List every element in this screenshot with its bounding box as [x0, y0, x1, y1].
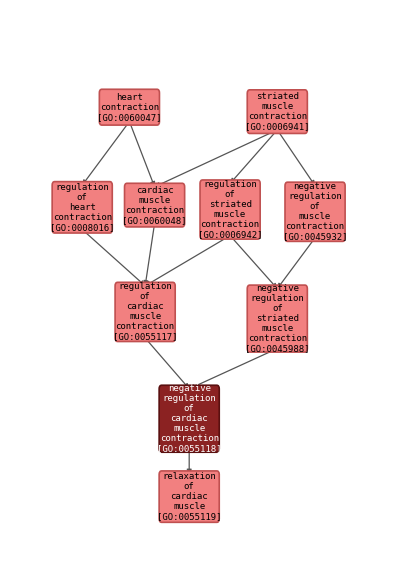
FancyBboxPatch shape — [99, 89, 159, 125]
FancyBboxPatch shape — [247, 285, 307, 352]
Text: regulation
of
cardiac
muscle
contraction
[GO:0055117]: regulation of cardiac muscle contraction… — [113, 282, 177, 342]
Text: negative
regulation
of
muscle
contraction
[GO:0045932]: negative regulation of muscle contractio… — [282, 182, 346, 242]
Text: regulation
of
heart
contraction
[GO:0008016]: regulation of heart contraction [GO:0008… — [50, 183, 114, 232]
FancyBboxPatch shape — [159, 471, 219, 523]
FancyBboxPatch shape — [124, 183, 184, 227]
Text: heart
contraction
[GO:0060047]: heart contraction [GO:0060047] — [97, 92, 161, 122]
Text: negative
regulation
of
striated
muscle
contraction
[GO:0045988]: negative regulation of striated muscle c… — [245, 284, 309, 353]
FancyBboxPatch shape — [52, 181, 112, 233]
Text: regulation
of
striated
muscle
contraction
[GO:0006942]: regulation of striated muscle contractio… — [197, 180, 262, 239]
FancyBboxPatch shape — [284, 182, 344, 242]
Text: relaxation
of
cardiac
muscle
[GO:0055119]: relaxation of cardiac muscle [GO:0055119… — [157, 472, 221, 521]
Text: negative
regulation
of
cardiac
muscle
contraction
[GO:0055118]: negative regulation of cardiac muscle co… — [157, 384, 221, 453]
Text: striated
muscle
contraction
[GO:0006941]: striated muscle contraction [GO:0006941] — [245, 92, 309, 131]
FancyBboxPatch shape — [159, 386, 219, 452]
FancyBboxPatch shape — [200, 180, 260, 239]
Text: cardiac
muscle
contraction
[GO:0060048]: cardiac muscle contraction [GO:0060048] — [122, 186, 186, 225]
FancyBboxPatch shape — [247, 90, 307, 134]
FancyBboxPatch shape — [115, 282, 175, 342]
